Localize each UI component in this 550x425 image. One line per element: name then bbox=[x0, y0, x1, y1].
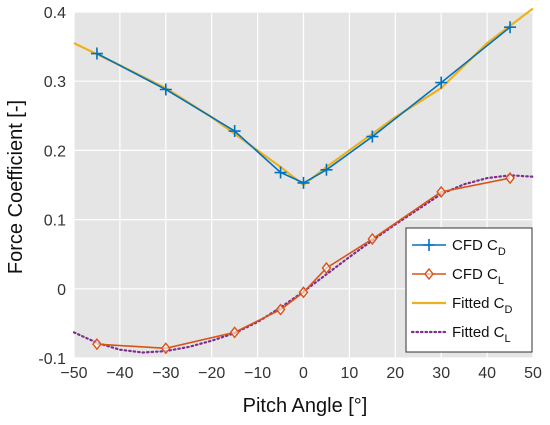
data-point bbox=[90, 47, 103, 60]
data-point bbox=[320, 163, 333, 176]
y-tick-label: 0.3 bbox=[44, 74, 66, 91]
data-point bbox=[424, 267, 434, 281]
data-point bbox=[274, 166, 287, 179]
legend: CFD CD CFD CL Fitted CD Fitted CL bbox=[405, 227, 533, 353]
data-point bbox=[367, 232, 378, 246]
legend-label: Fitted CL bbox=[452, 324, 511, 345]
x-tick-label: 40 bbox=[478, 365, 496, 382]
data-point bbox=[92, 338, 102, 351]
data-point bbox=[275, 303, 286, 316]
y-tick-label: -0.1 bbox=[38, 351, 66, 368]
x-tick-label: 30 bbox=[432, 365, 450, 382]
data-point bbox=[160, 342, 171, 355]
x-tick-label: 0 bbox=[299, 365, 308, 382]
y-axis-title: Force Coefficient [-] bbox=[5, 100, 27, 274]
data-point bbox=[297, 176, 310, 189]
data-point bbox=[505, 171, 515, 185]
x-tick-label: 10 bbox=[341, 365, 359, 382]
x-tick-label: −50 bbox=[60, 365, 87, 382]
data-point bbox=[504, 21, 517, 34]
x-tick-label: −10 bbox=[244, 365, 271, 382]
y-tick-label: 0.1 bbox=[44, 213, 66, 230]
x-tick-label: 20 bbox=[386, 365, 404, 382]
y-tick-label: 0.2 bbox=[44, 143, 66, 160]
x-axis-title: Pitch Angle [°] bbox=[243, 395, 368, 417]
x-tick-label: −30 bbox=[152, 365, 179, 382]
data-point bbox=[298, 286, 309, 299]
data-point bbox=[159, 83, 172, 96]
data-point bbox=[436, 185, 447, 199]
data-point bbox=[321, 261, 332, 275]
data-point bbox=[423, 239, 435, 251]
legend-label: Fitted CD bbox=[452, 295, 513, 316]
series-layer bbox=[72, 7, 535, 355]
tick-labels: −50 −40 −30 −20 −10 0 10 20 30 40 50 -0.1 0 0.1 0.2 0.3… bbox=[38, 5, 542, 382]
data-point bbox=[366, 130, 379, 143]
data-point bbox=[435, 76, 448, 89]
x-tick-label: 50 bbox=[524, 365, 542, 382]
data-point bbox=[228, 125, 241, 138]
legend-label: CFD CD bbox=[452, 237, 506, 258]
x-tick-label: −20 bbox=[198, 365, 225, 382]
legend-box bbox=[405, 227, 533, 353]
data-point bbox=[229, 326, 240, 339]
y-tick-label: 0 bbox=[57, 282, 66, 299]
x-tick-label: −40 bbox=[106, 365, 133, 382]
y-tick-label: 0.4 bbox=[44, 5, 66, 22]
legend-label: CFD CL bbox=[452, 266, 504, 287]
